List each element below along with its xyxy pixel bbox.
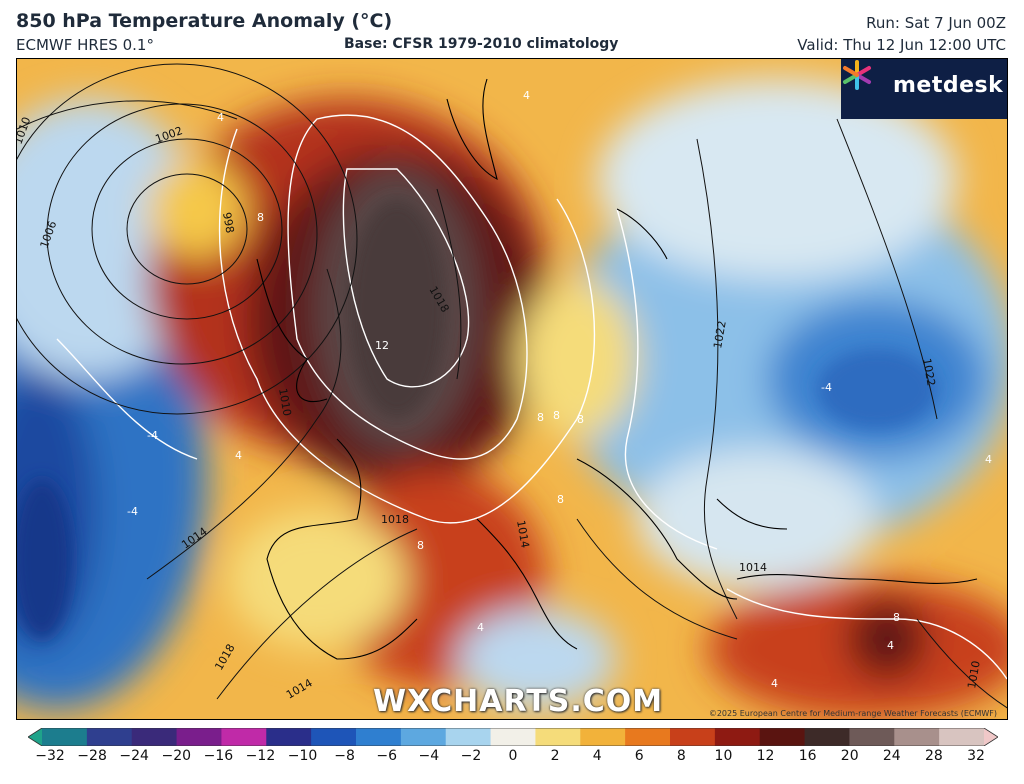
anomaly-label: 8 bbox=[893, 611, 900, 624]
model-name: ECMWF HRES 0.1° bbox=[16, 36, 154, 54]
scale-swatch bbox=[849, 728, 895, 746]
scale-swatch bbox=[86, 728, 133, 746]
scale-swatch bbox=[131, 728, 178, 746]
scale-tick-label: −10 bbox=[287, 748, 318, 764]
scale-tick-label: 20 bbox=[840, 748, 859, 764]
chart-header: 850 hPa Temperature Anomaly (°C) ECMWF H… bbox=[0, 0, 1024, 58]
climatology-base: Base: CFSR 1979-2010 climatology bbox=[344, 36, 619, 52]
isobar-label: 1010 bbox=[276, 387, 294, 417]
scale-swatch bbox=[221, 728, 267, 746]
anomaly-label: 4 bbox=[887, 639, 894, 652]
anomaly-label-group: 4 8 12 8 -4 4 -4 4 8 8 8 4 8 4 4 -4 4 8 bbox=[127, 89, 992, 690]
anomaly-label: 12 bbox=[375, 339, 389, 352]
scale-swatch bbox=[939, 728, 985, 746]
scale-swatch bbox=[400, 728, 447, 746]
scale-tick-label: 24 bbox=[882, 748, 901, 764]
scale-swatch bbox=[894, 728, 940, 746]
scale-swatch bbox=[804, 728, 850, 746]
scale-tick-label: 8 bbox=[676, 748, 686, 764]
scale-swatch bbox=[759, 728, 806, 746]
scale-arrow-max bbox=[984, 728, 998, 746]
chart-title: 850 hPa Temperature Anomaly (°C) bbox=[16, 10, 393, 32]
scale-swatch bbox=[356, 728, 402, 746]
anomaly-label: 4 bbox=[985, 453, 992, 466]
anomaly-label: 8 bbox=[257, 211, 264, 224]
scale-tick-label: −4 bbox=[418, 748, 440, 764]
isobars bbox=[17, 63, 1007, 709]
anomaly-detail bbox=[17, 199, 937, 639]
anomaly-label: -4 bbox=[147, 429, 158, 442]
scale-tick-label: −20 bbox=[161, 748, 192, 764]
scale-tick-label: 4 bbox=[592, 748, 602, 764]
scale-tick-label: −6 bbox=[376, 748, 398, 764]
anomaly-label: 4 bbox=[217, 111, 224, 124]
scale-tick-label: −24 bbox=[119, 748, 149, 764]
scale-tick-label: 32 bbox=[967, 748, 985, 764]
scale-swatch bbox=[580, 728, 626, 746]
anomaly-label: -4 bbox=[127, 505, 138, 518]
scale-tick-label: −28 bbox=[77, 748, 107, 764]
anomaly-label: 4 bbox=[523, 89, 530, 102]
anomaly-label: 4 bbox=[235, 449, 242, 462]
scale-tick-label: −16 bbox=[203, 748, 234, 764]
scale-swatch bbox=[42, 728, 88, 746]
scale-swatch bbox=[311, 728, 357, 746]
anomaly-map: 1010 1002 998 1006 1010 1018 1014 1018 1… bbox=[16, 58, 1008, 720]
run-time: Run: Sat 7 Jun 00Z bbox=[866, 14, 1006, 32]
isobar-label: 1022 bbox=[711, 320, 729, 350]
scale-swatch bbox=[625, 728, 671, 746]
map-canvas: 1010 1002 998 1006 1010 1018 1014 1018 1… bbox=[17, 59, 1007, 719]
scale-tick-label: −12 bbox=[245, 748, 276, 764]
coastlines bbox=[256, 78, 978, 660]
scale-tick-label: −2 bbox=[460, 748, 482, 764]
scale-tick-label: −8 bbox=[334, 748, 355, 764]
scale-tick-label: 10 bbox=[714, 748, 733, 764]
anomaly-label: 4 bbox=[771, 677, 778, 690]
scale-swatch bbox=[266, 728, 312, 746]
metdesk-star-icon bbox=[843, 60, 871, 90]
isobar-label: 1010 bbox=[965, 660, 983, 690]
anomaly-label: 4 bbox=[477, 621, 484, 634]
scale-swatch bbox=[535, 728, 581, 746]
copyright-notice: ©2025 European Centre for Medium-range W… bbox=[708, 709, 997, 718]
color-scale-ticks: −32 −28 −24 −20 −16 −12 −10 −8 −6 −4 −2 0 2 4 6 8 10 12 16… bbox=[0, 748, 1024, 778]
scale-tick-label: 6 bbox=[634, 748, 644, 764]
scale-tick-label: 12 bbox=[756, 748, 775, 764]
anomaly-label: 8 bbox=[553, 409, 560, 422]
logo-text: metdesk bbox=[893, 73, 1004, 98]
anomaly-label: 8 bbox=[577, 413, 584, 426]
scale-arrow-min bbox=[28, 728, 42, 746]
anomaly-contours bbox=[56, 114, 1007, 680]
scale-swatch bbox=[490, 728, 536, 746]
wxcharts-watermark: WXCHARTS.COM bbox=[373, 684, 664, 719]
scale-tick-label: 16 bbox=[798, 748, 817, 764]
isobar-label: 1022 bbox=[920, 357, 938, 387]
anomaly-label: 8 bbox=[537, 411, 544, 424]
scale-swatch bbox=[445, 728, 492, 746]
scale-tick-label: 28 bbox=[924, 748, 943, 764]
scale-swatch bbox=[714, 728, 761, 746]
scale-tick-label: −32 bbox=[35, 748, 65, 764]
anomaly-label: -4 bbox=[821, 381, 832, 394]
valid-time: Valid: Thu 12 Jun 12:00 UTC bbox=[797, 36, 1006, 54]
scale-tick-label: 2 bbox=[550, 748, 560, 764]
scale-swatch bbox=[670, 728, 716, 746]
isobar-label: 1014 bbox=[514, 519, 532, 549]
scale-tick-label: 0 bbox=[508, 748, 518, 764]
isobar-label: 1014 bbox=[739, 561, 767, 574]
anomaly-label: 8 bbox=[557, 493, 564, 506]
scale-swatch bbox=[176, 728, 222, 746]
isobar-label: 998 bbox=[220, 211, 236, 234]
color-scale-bar bbox=[28, 728, 998, 746]
anomaly-label: 8 bbox=[417, 539, 424, 552]
metdesk-logo: metdesk bbox=[841, 59, 1007, 119]
isobar-label: 1018 bbox=[381, 513, 409, 526]
